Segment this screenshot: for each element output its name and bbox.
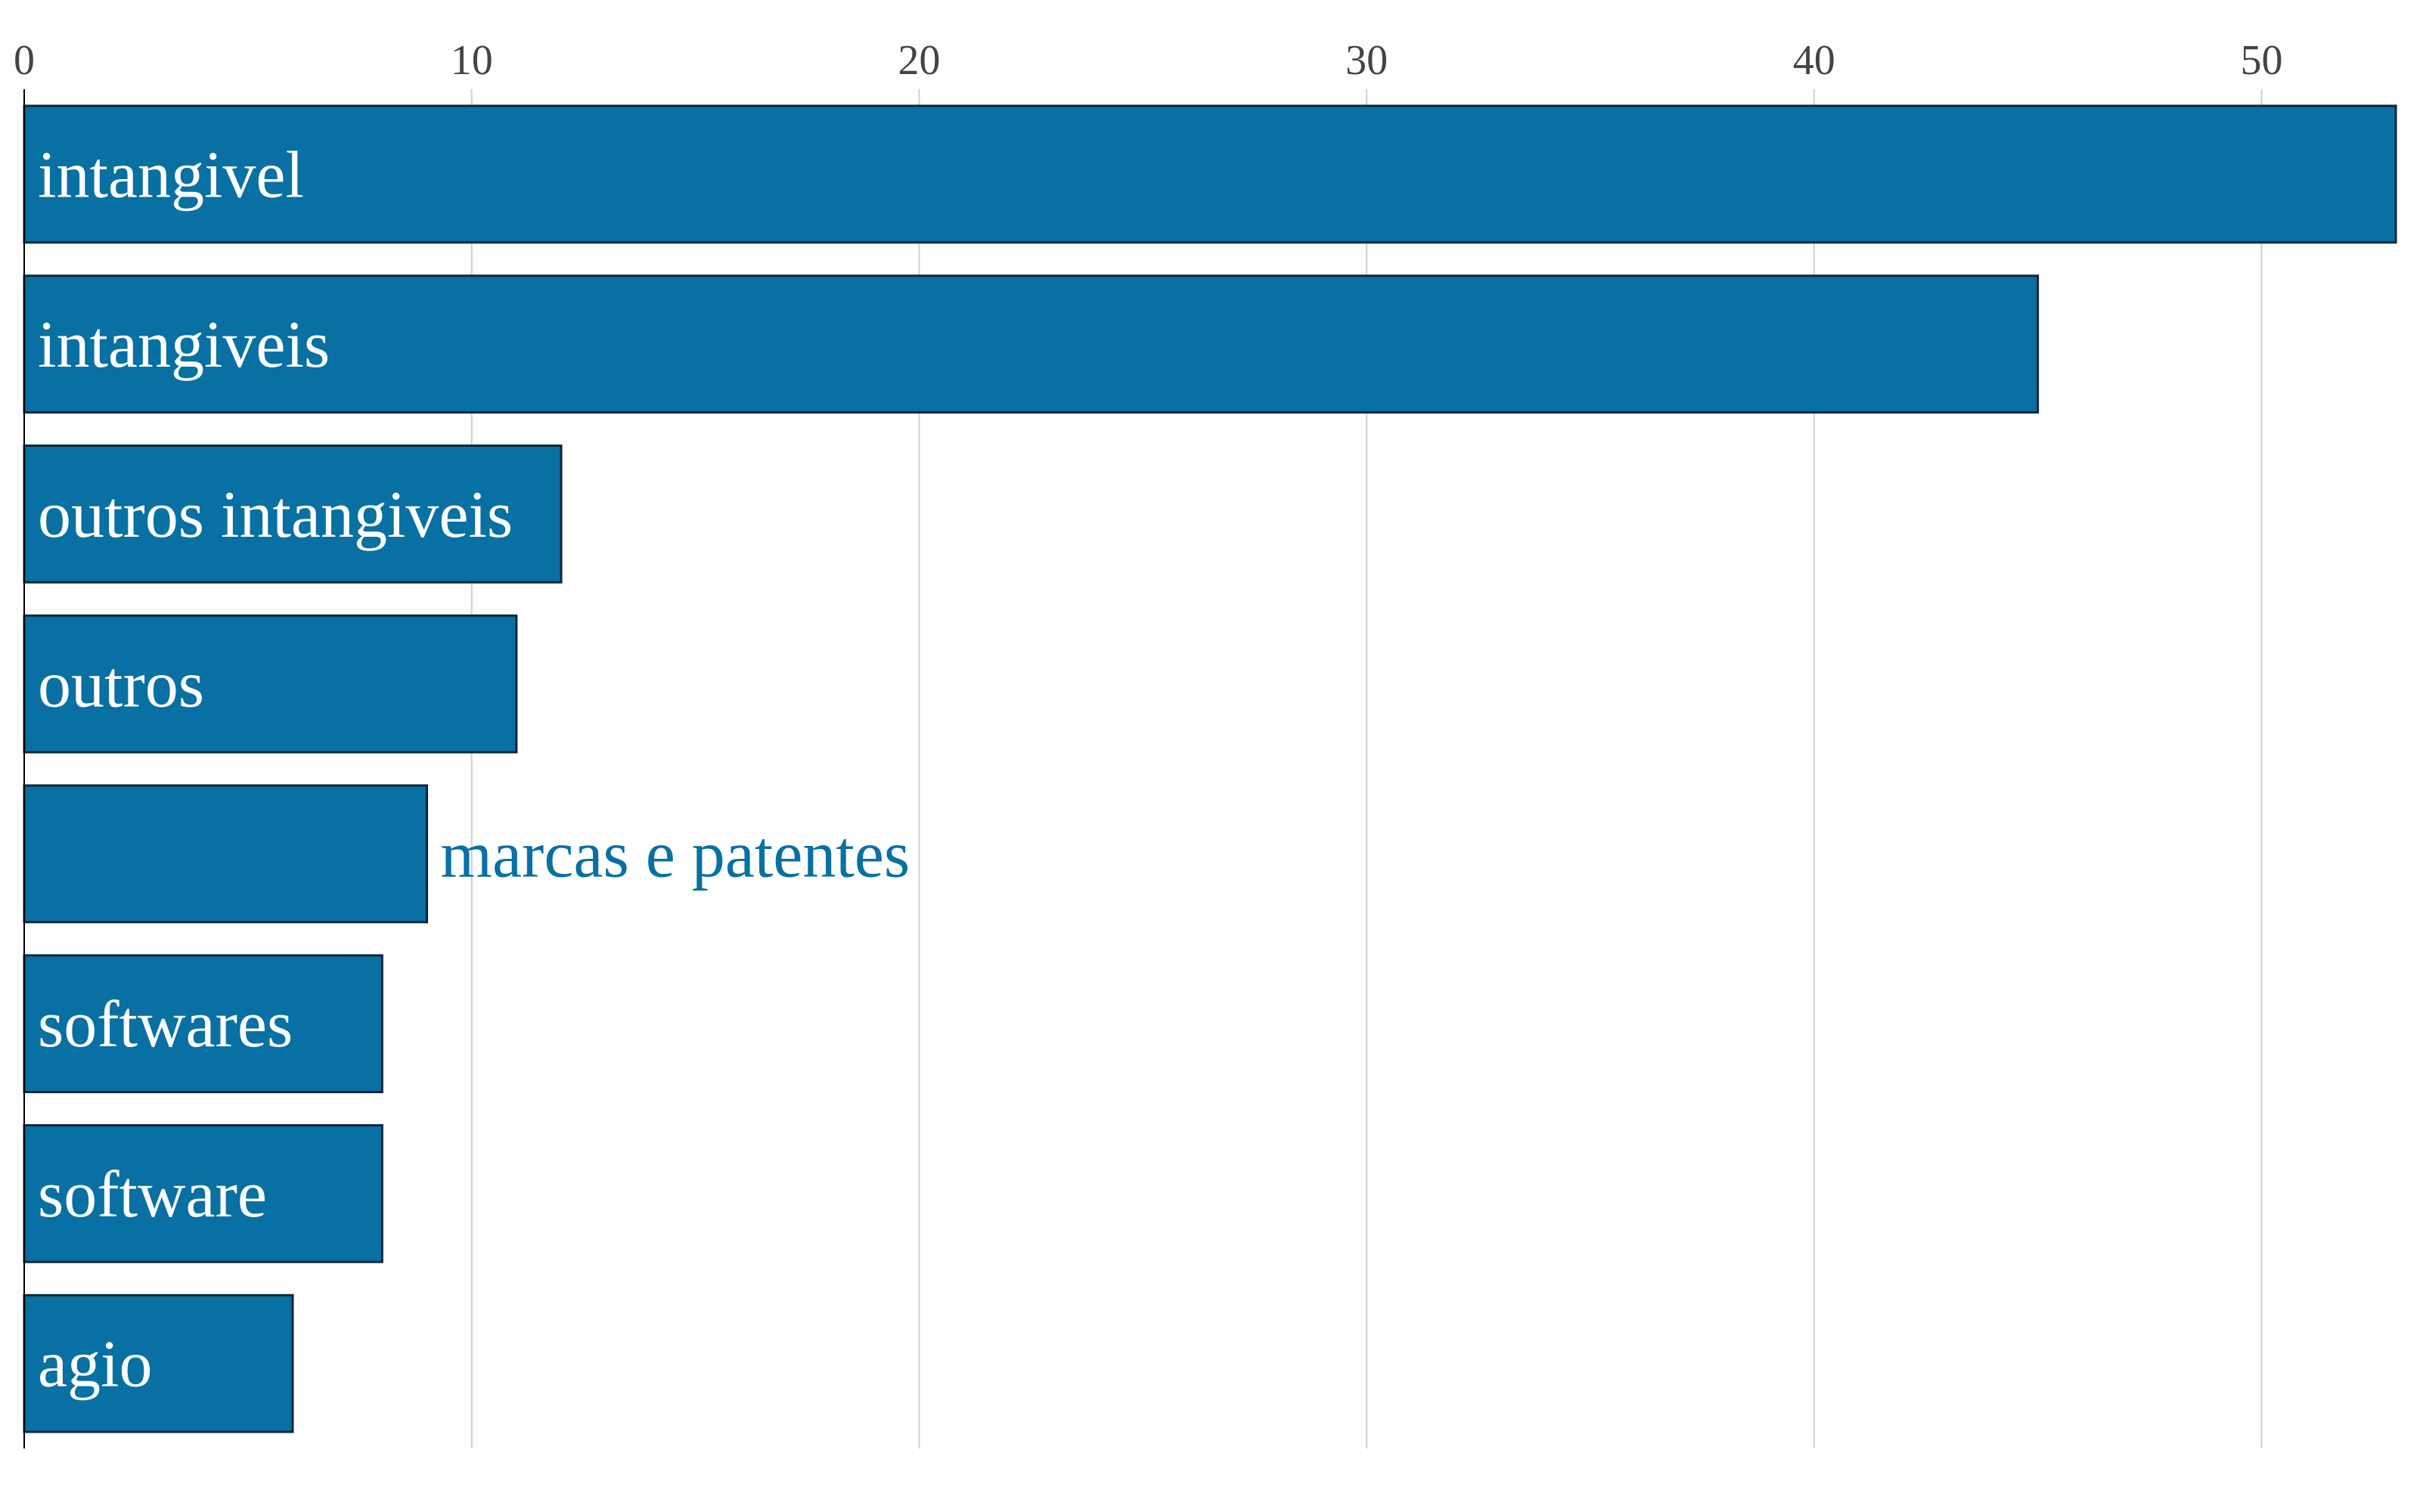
bar-label-software: software (38, 1158, 267, 1232)
x-tick-label-30: 30 (1345, 37, 1388, 84)
bar-intangiveis (23, 274, 2040, 414)
bar-label-marcas-e-patentes: marcas e patentes (441, 818, 911, 891)
bar-label-agio: agio (38, 1328, 153, 1402)
x-tick-label-50: 50 (2240, 37, 2282, 84)
bar-softwares (23, 954, 383, 1093)
bar-intangivel (23, 104, 2397, 244)
bar-marcas-e-patentes (23, 784, 429, 924)
bar-label-outros: outros (38, 649, 204, 722)
x-tick-label-20: 20 (898, 37, 940, 84)
bar-agio (23, 1294, 294, 1433)
bar-label-softwares: softwares (38, 988, 293, 1061)
x-tick-label-40: 40 (1793, 37, 1835, 84)
bars-layer (23, 104, 2397, 1433)
bar-label-intangiveis: intangiveis (38, 308, 330, 382)
bar-label-outros-intangiveis: outros intangiveis (38, 479, 513, 552)
bar-labels-layer: intangivel intangiveis outros intangiveis o… (38, 138, 910, 1401)
x-tick-label-10: 10 (451, 37, 493, 84)
bar-software (23, 1124, 383, 1263)
bar-outros (23, 614, 518, 754)
bar-label-intangivel: intangivel (38, 138, 304, 212)
x-axis-ticks: 0 10 20 30 40 50 (14, 37, 2282, 84)
x-tick-label-0: 0 (14, 37, 35, 84)
